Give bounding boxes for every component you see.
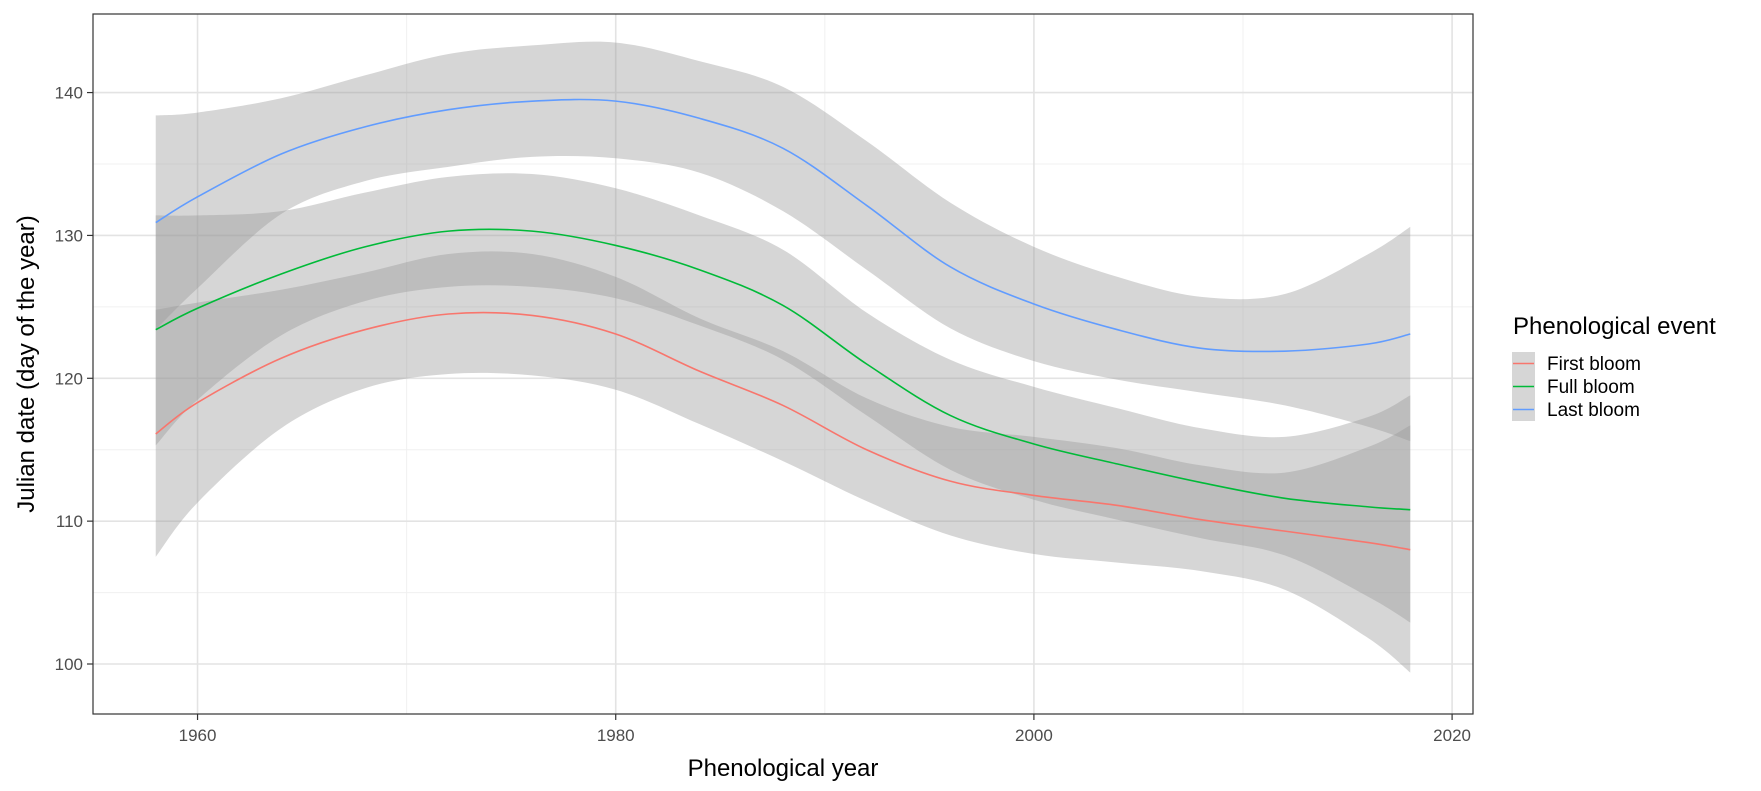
confidence-band-first-bloom [155,251,1411,673]
x-tick-label: 1960 [179,726,217,745]
legend-label-full-bloom: Full bloom [1547,377,1635,398]
confidence-band-full-bloom [155,173,1411,623]
trend-line-last-bloom [155,98,1411,353]
x-axis-title: Phenological year [688,755,879,782]
x-tick-label: 2000 [1015,726,1053,745]
y-axis-title: Julian date (day of the year) [13,215,40,513]
confidence-band-last-bloom [155,41,1411,442]
trend-line-first-bloom [155,311,1411,551]
panel-border [92,13,1474,715]
y-tick-label: 130 [55,226,83,245]
axes: 1960 1980 2000 2020 100 110 120 130 140 [55,84,1471,745]
legend-label-last-bloom: Last bloom [1547,400,1640,421]
legend-label-first-bloom: First bloom [1547,354,1641,375]
grid [93,14,1473,714]
y-tick-label: 120 [55,369,83,388]
y-tick-label: 140 [55,84,83,103]
trend-line-full-bloom [155,228,1411,511]
x-tick-label: 1980 [597,726,635,745]
confidence-bands [155,41,1411,673]
y-tick-label: 100 [55,655,83,674]
trend-lines [155,98,1411,551]
y-tick-label: 110 [56,512,83,531]
x-tick-label: 2020 [1433,726,1471,745]
legend-title: Phenological event [1513,313,1716,340]
